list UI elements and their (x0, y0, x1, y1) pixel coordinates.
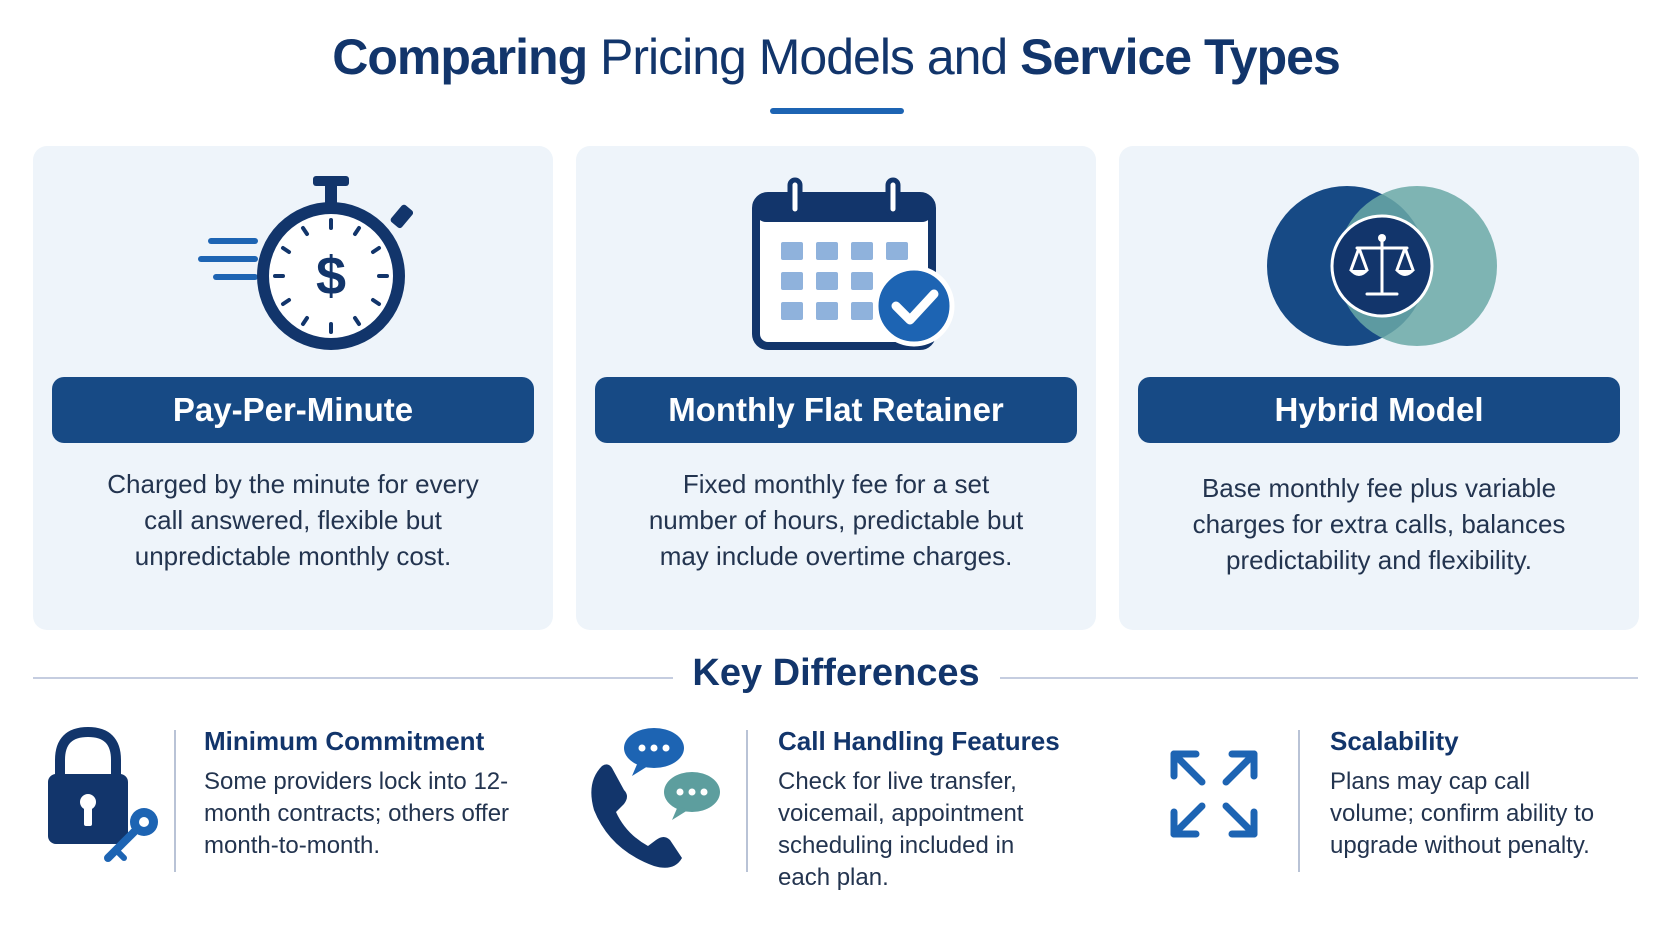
pricing-model-name: Pay-Per-Minute (52, 377, 534, 443)
title-underline (770, 108, 904, 114)
pricing-model-name: Monthly Flat Retainer (595, 377, 1077, 443)
difference-heading: Scalability (1330, 726, 1459, 756)
key-differences-title: Key Differences (692, 652, 980, 694)
difference-body: Plans may cap call volume; confirm abili… (1330, 768, 1595, 859)
balance-scale-venn-icon (1119, 166, 1639, 366)
difference-body: Check for live transfer, voicemail, appo… (778, 768, 1024, 891)
pricing-model-description: Charged by the minute for every call ans… (107, 469, 479, 571)
difference-heading: Minimum Commitment (204, 726, 485, 756)
pricing-card-monthly-flat-retainer: Monthly Flat Retainer Fixed monthly fee … (576, 146, 1096, 630)
divider-left (33, 677, 673, 679)
difference-minimum-commitment: Minimum Commitment Some providers lock i… (46, 726, 546, 886)
separator (1298, 730, 1300, 872)
expand-arrows-icon (1166, 746, 1262, 847)
page-title: Comparing Pricing Models and Service Typ… (0, 28, 1672, 86)
pricing-card-hybrid-model: Hybrid Model Base monthly fee plus varia… (1119, 146, 1639, 630)
stopwatch-dollar-icon: $ (33, 166, 553, 366)
divider-right (1000, 677, 1638, 679)
pricing-model-description: Fixed monthly fee for a set number of ho… (648, 469, 1024, 571)
padlock-key-icon (46, 726, 166, 871)
pricing-model-name: Hybrid Model (1138, 377, 1620, 443)
separator (746, 730, 748, 872)
calendar-check-icon (576, 166, 1096, 366)
title-part-3: Service Types (1020, 29, 1341, 85)
phone-chat-icon (582, 726, 722, 881)
pricing-model-description: Base monthly fee plus variable charges f… (1192, 473, 1566, 575)
title-part-1: Comparing (332, 29, 588, 85)
pricing-card-pay-per-minute: $ Pay-Per-Minute Charged by the minute f… (33, 146, 553, 630)
difference-scalability: Scalability Plans may cap call volume; c… (1166, 726, 1646, 886)
difference-body: Some providers lock into 12-month contra… (204, 768, 510, 859)
difference-heading: Call Handling Features (778, 726, 1060, 756)
separator (174, 730, 176, 872)
svg-text:$: $ (316, 246, 346, 306)
title-part-2: Pricing Models and (587, 29, 1021, 85)
difference-call-handling-features: Call Handling Features Check for live tr… (582, 726, 1082, 896)
